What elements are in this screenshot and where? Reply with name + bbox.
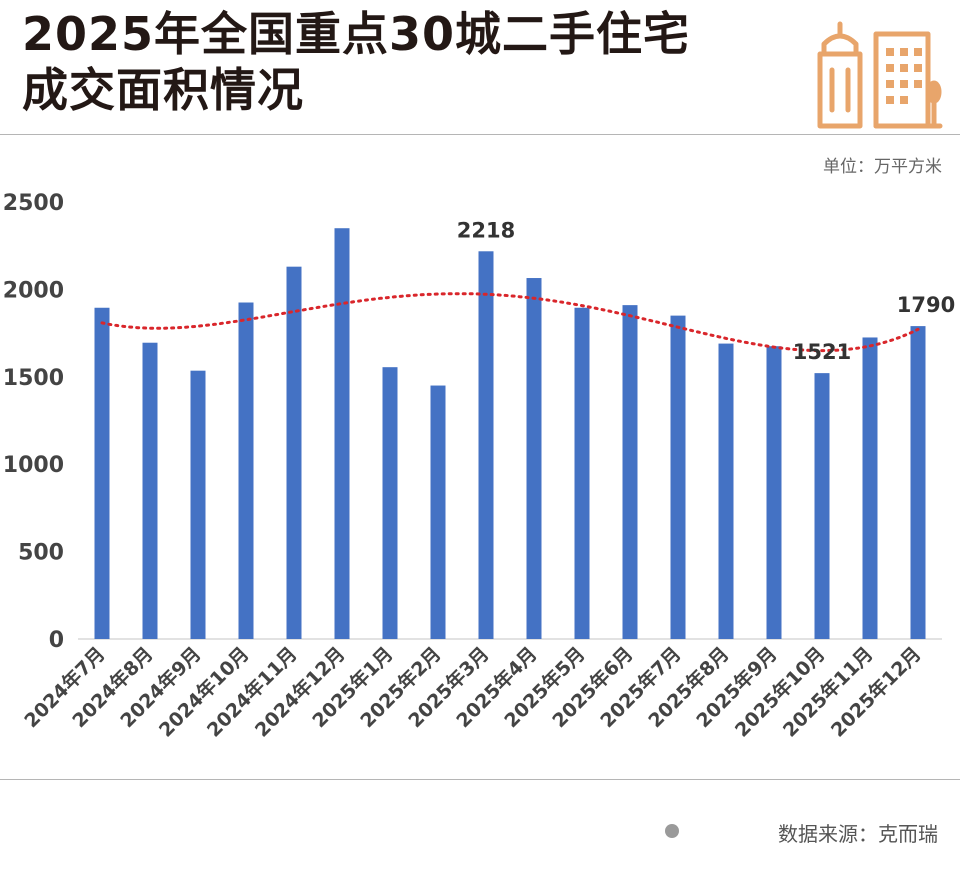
title-line-2: 成交面积情况 (22, 63, 304, 117)
bar (430, 385, 446, 639)
data-label: 2218 (457, 218, 515, 242)
y-tick-label: 2500 (3, 191, 64, 216)
page-title: 2025年全国重点30城二手住宅 成交面积情况 (22, 6, 812, 118)
bar (910, 326, 926, 639)
header-divider (0, 134, 960, 135)
bar (574, 307, 590, 639)
bar (622, 305, 638, 639)
bar (190, 370, 206, 639)
bar (142, 342, 158, 639)
y-tick-label: 1500 (3, 366, 64, 391)
dot-icon (665, 824, 679, 838)
buildings-icon (817, 21, 943, 129)
bar (286, 266, 302, 639)
bar (670, 315, 686, 639)
bar (862, 337, 878, 639)
bar (766, 346, 782, 639)
data-label: 1521 (793, 340, 851, 364)
bar (718, 343, 734, 639)
source-label: 数据来源：克而瑞 (778, 822, 938, 846)
y-tick-label: 0 (49, 628, 64, 653)
footer-divider (0, 779, 960, 780)
bar (238, 302, 254, 639)
unit-label: 单位：万平方米 (823, 157, 942, 177)
y-tick-label: 2000 (3, 278, 64, 303)
trend-line (100, 292, 920, 353)
title-line-1: 2025年全国重点30城二手住宅 (22, 7, 691, 61)
bar (94, 307, 110, 639)
bar (478, 251, 494, 640)
bar (334, 228, 350, 639)
bar (382, 367, 398, 639)
bar (814, 373, 830, 639)
y-tick-label: 1000 (3, 453, 64, 478)
bar (526, 278, 542, 639)
y-tick-label: 500 (18, 541, 64, 566)
data-label: 1790 (897, 293, 955, 317)
